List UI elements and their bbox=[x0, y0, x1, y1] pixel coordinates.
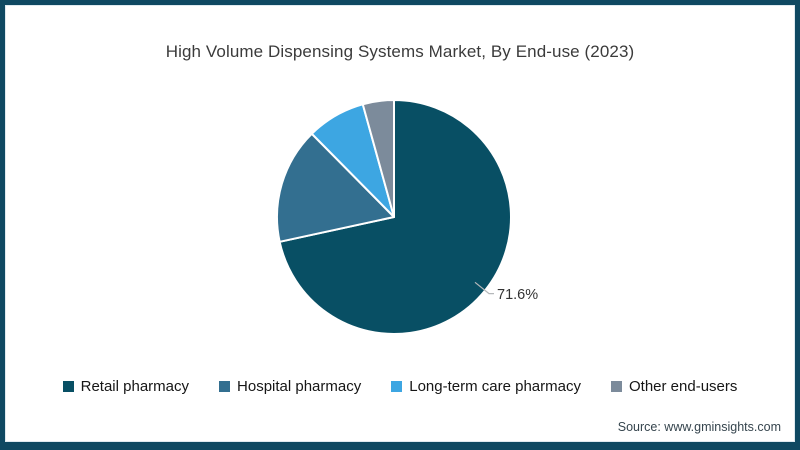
legend-swatch-hospital-pharmacy bbox=[219, 381, 231, 392]
legend-label-other-end-users: Other end-users bbox=[628, 378, 738, 395]
legend-label-hospital-pharmacy: Hospital pharmacy bbox=[237, 378, 362, 395]
legend-label-long-term-care-pharmacy: Long-term care pharmacy bbox=[409, 378, 581, 395]
pie-slice-other-end-users bbox=[361, 98, 395, 218]
legend: Retail pharmacy Hospital pharmacy Long-t… bbox=[5, 378, 795, 395]
slice-value-label: 71.6% bbox=[497, 287, 538, 303]
legend-item-hospital-pharmacy: Hospital pharmacy bbox=[219, 378, 361, 395]
label-leader-line bbox=[474, 281, 494, 295]
legend-item-other-end-users: Other end-users bbox=[610, 378, 738, 395]
legend-swatch-long-term-care-pharmacy bbox=[391, 381, 403, 392]
legend-label-retail-pharmacy: Retail pharmacy bbox=[80, 378, 190, 395]
pie-slice-hospital-pharmacy bbox=[276, 132, 395, 243]
legend-item-retail-pharmacy: Retail pharmacy bbox=[62, 378, 190, 395]
legend-item-long-term-care-pharmacy: Long-term care pharmacy bbox=[391, 378, 581, 395]
source-note: Source: www.gminsights.com bbox=[617, 420, 781, 434]
pie-slices bbox=[276, 98, 512, 335]
legend-swatch-retail-pharmacy bbox=[62, 381, 74, 392]
chart-title: High Volume Dispensing Systems Market, B… bbox=[165, 42, 635, 61]
legend-swatch-other-end-users bbox=[610, 381, 622, 392]
pie-chart: 71.6% bbox=[276, 98, 538, 335]
